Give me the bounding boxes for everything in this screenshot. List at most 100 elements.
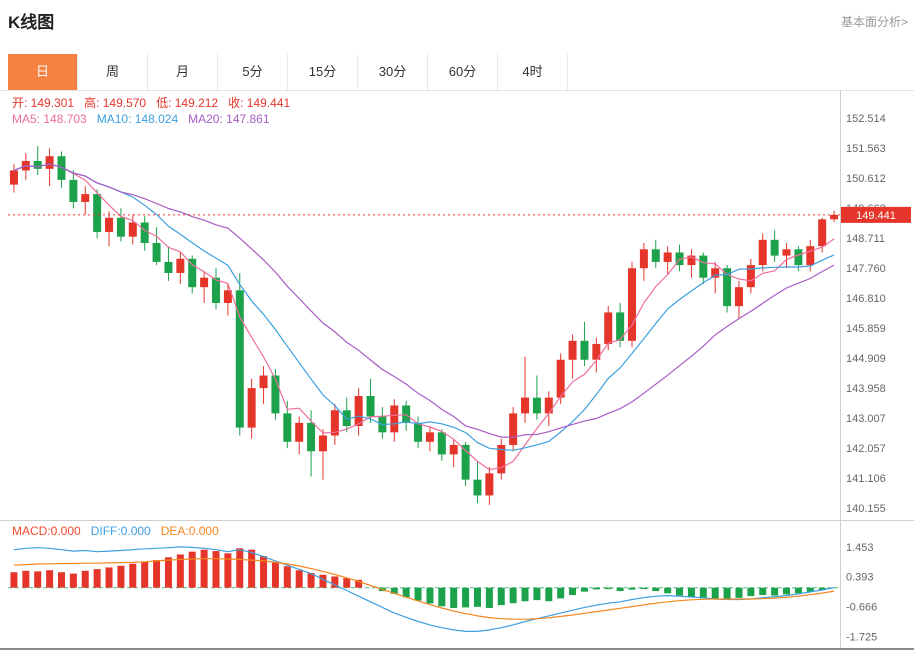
macd-bar — [46, 570, 54, 588]
legend-item: 收: 149.441 — [228, 96, 291, 110]
svg-text:143.007: 143.007 — [846, 413, 886, 425]
macd-bar — [545, 587, 553, 602]
macd-bar — [580, 587, 588, 592]
candle-body — [782, 249, 791, 256]
candle-body — [116, 217, 125, 237]
macd-bar — [438, 587, 446, 607]
candle-body — [271, 375, 280, 414]
macd-bar — [485, 587, 493, 608]
candle-body — [639, 249, 648, 269]
macd-bar — [129, 563, 137, 588]
tab-60分[interactable]: 60分 — [428, 54, 498, 90]
macd-axis-labels: 1.453 0.393 -0.666 -1.725 — [846, 542, 877, 643]
macd-bar — [616, 587, 624, 592]
candle-body — [592, 343, 601, 360]
ma5-line — [13, 163, 835, 471]
macd-bar — [592, 587, 600, 590]
macd-bar — [794, 587, 802, 594]
macd-bar — [818, 587, 826, 590]
tab-4时[interactable]: 4时 — [498, 54, 568, 90]
macd-bar — [355, 579, 363, 588]
macd-bar — [283, 566, 291, 588]
price-axis-labels: 152.514151.563150.612149.662148.711147.7… — [846, 113, 886, 515]
candle-body — [521, 397, 530, 414]
candle-body — [318, 435, 327, 452]
legend-item: 高: 149.570 — [84, 96, 147, 110]
fundamental-analysis-link[interactable]: 基本面分析> — [840, 15, 908, 29]
macd-bar — [93, 569, 101, 588]
macd-bar — [295, 570, 303, 588]
tab-30分[interactable]: 30分 — [358, 54, 428, 90]
candle-body — [437, 432, 446, 455]
candle-body — [699, 255, 708, 278]
candle-body — [687, 255, 696, 266]
candle-body — [330, 410, 339, 436]
svg-text:146.810: 146.810 — [846, 293, 886, 305]
candle-body — [818, 219, 827, 247]
ma-legend: MA5: 148.703 MA10: 148.024 MA20: 147.861 — [12, 112, 280, 126]
candle-body — [342, 410, 351, 427]
macd-bar — [307, 573, 315, 588]
svg-text:151.563: 151.563 — [846, 143, 886, 155]
candle-body — [746, 265, 755, 288]
svg-text:143.958: 143.958 — [846, 383, 886, 395]
candle-body — [556, 359, 565, 398]
macd-bar — [628, 587, 636, 590]
tab-5分[interactable]: 5分 — [218, 54, 288, 90]
macd-bar — [747, 587, 755, 597]
macd-bar — [164, 557, 172, 588]
macd-bar — [34, 571, 42, 588]
macd-bar — [248, 549, 256, 588]
candle-body — [449, 444, 458, 455]
candle-body — [105, 217, 114, 232]
candle-body — [580, 340, 589, 360]
macd-bar — [188, 551, 196, 588]
interval-tabs: 日周月 5分 15分 30分 60分 4时 — [8, 54, 568, 90]
candle-body — [247, 388, 256, 428]
candle-body — [770, 239, 779, 256]
macd-histogram — [10, 548, 826, 608]
macd-bar — [640, 587, 648, 590]
svg-text:140.155: 140.155 — [846, 503, 886, 515]
candle-body — [212, 277, 220, 303]
page-title: K线图 — [8, 13, 55, 32]
macd-bar — [10, 572, 18, 588]
tab-15分[interactable]: 15分 — [288, 54, 358, 90]
legend-item: MA20: 147.861 — [188, 112, 270, 126]
candle-body — [295, 422, 304, 442]
svg-text:144.909: 144.909 — [846, 353, 886, 365]
macd-bar — [176, 554, 184, 588]
svg-text:145.859: 145.859 — [846, 323, 886, 335]
candle-body — [283, 413, 292, 442]
tab-日[interactable]: 日 — [8, 54, 78, 90]
last-price-badge: 149.441 — [841, 206, 911, 223]
candle-body — [532, 397, 541, 414]
macd-bar — [735, 587, 743, 598]
macd-bar — [723, 587, 731, 600]
macd-bar — [687, 587, 695, 597]
macd-bar — [450, 587, 458, 608]
ma20-line — [13, 163, 835, 438]
macd-bar — [569, 587, 577, 596]
svg-text:0.393: 0.393 — [846, 572, 874, 584]
macd-bar — [81, 570, 89, 588]
candle-body — [223, 290, 232, 303]
candle-body — [307, 422, 316, 452]
candle-body — [33, 160, 42, 169]
macd-bar — [331, 576, 339, 588]
ma10-line — [13, 163, 835, 451]
macd-bar — [426, 587, 434, 604]
legend-item: MACD:0.000 — [12, 524, 81, 538]
tab-周[interactable]: 周 — [78, 54, 148, 90]
candle-body — [200, 277, 209, 288]
candle-body — [473, 479, 482, 496]
macd-bar — [224, 553, 232, 588]
tab-月[interactable]: 月 — [148, 54, 218, 90]
candle-body — [164, 261, 173, 273]
macd-bar — [141, 561, 149, 588]
svg-text:-0.666: -0.666 — [846, 601, 877, 613]
candle-body — [152, 242, 161, 262]
candle-body — [81, 194, 90, 202]
svg-text:149.441: 149.441 — [856, 210, 896, 222]
